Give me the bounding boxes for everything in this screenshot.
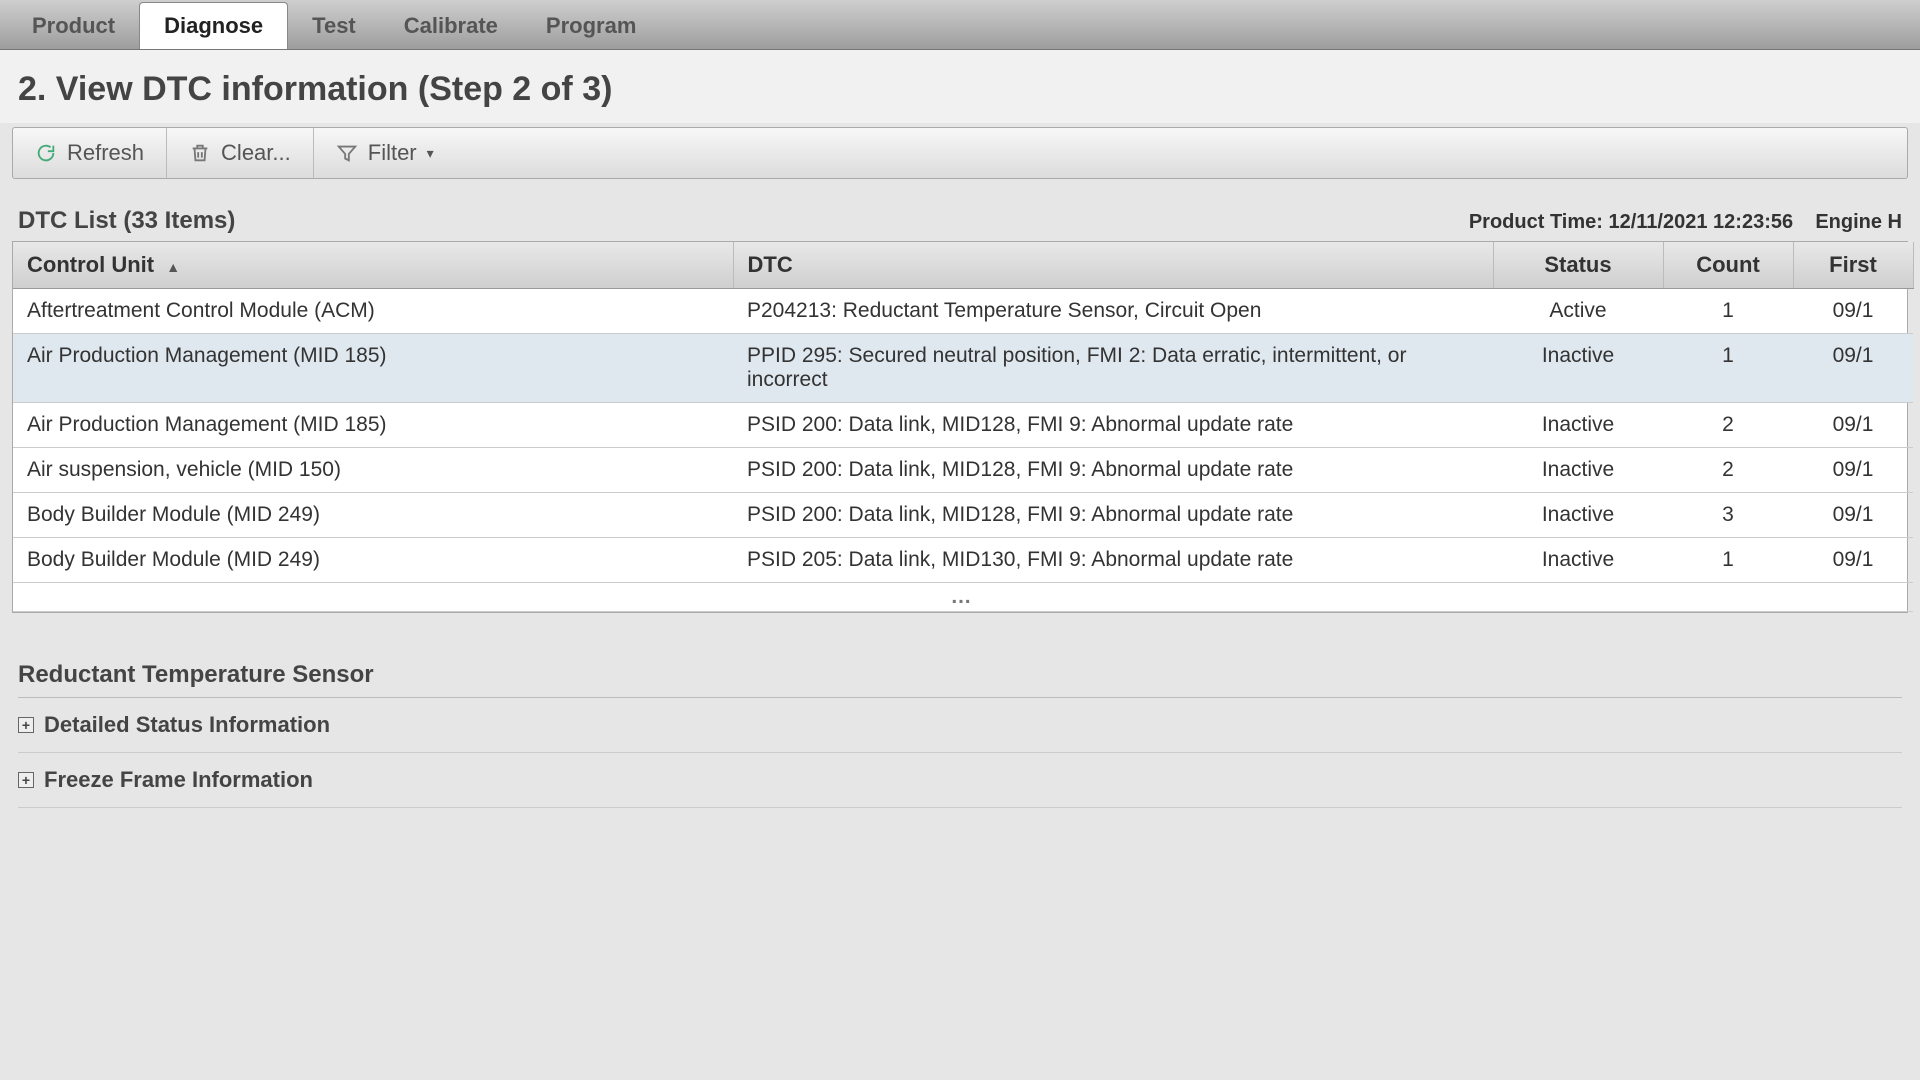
col-control-unit[interactable]: Control Unit ▲ [13, 242, 733, 289]
cell-control-unit: Air Production Management (MID 185) [13, 403, 733, 448]
sort-asc-icon: ▲ [166, 259, 180, 275]
product-time: Product Time: 12/11/2021 12:23:56 Engine… [1469, 211, 1902, 234]
cell-control-unit: Air Production Management (MID 185) [13, 334, 733, 403]
table-row[interactable]: Air suspension, vehicle (MID 150)PSID 20… [13, 448, 1913, 493]
refresh-icon [35, 142, 57, 164]
dtc-table: Control Unit ▲ DTC Status Count First Af… [13, 242, 1914, 612]
page-title: 2. View DTC information (Step 2 of 3) [0, 50, 1920, 123]
cell-control-unit: Body Builder Module (MID 249) [13, 538, 733, 583]
dtc-list-title: DTC List (33 Items) [18, 207, 235, 235]
tab-test[interactable]: Test [288, 3, 380, 49]
list-header: DTC List (33 Items) Product Time: 12/11/… [0, 183, 1920, 241]
cell-dtc: PPID 295: Secured neutral position, FMI … [733, 334, 1493, 403]
cell-status: Inactive [1493, 448, 1663, 493]
product-time-value: 12/11/2021 12:23:56 [1608, 211, 1793, 233]
cell-dtc: PSID 205: Data link, MID130, FMI 9: Abno… [733, 538, 1493, 583]
col-status[interactable]: Status [1493, 242, 1663, 289]
refresh-button[interactable]: Refresh [13, 128, 167, 178]
clear-label: Clear... [221, 140, 291, 166]
detail-title: Reductant Temperature Sensor [18, 653, 1902, 698]
cell-status: Inactive [1493, 538, 1663, 583]
table-row[interactable]: Air Production Management (MID 185)PSID … [13, 403, 1913, 448]
cell-dtc: PSID 200: Data link, MID128, FMI 9: Abno… [733, 403, 1493, 448]
cell-count: 1 [1663, 334, 1793, 403]
cell-status: Inactive [1493, 334, 1663, 403]
app-root: ProductDiagnoseTestCalibrateProgram 2. V… [0, 0, 1920, 1080]
col-dtc[interactable]: DTC [733, 242, 1493, 289]
col-control-unit-label: Control Unit [27, 252, 154, 277]
tab-diagnose[interactable]: Diagnose [139, 2, 288, 49]
chevron-down-icon: ▾ [427, 145, 434, 162]
cell-status: Active [1493, 289, 1663, 334]
cell-count: 2 [1663, 403, 1793, 448]
table-row[interactable]: Body Builder Module (MID 249)PSID 205: D… [13, 538, 1913, 583]
expander-freeze-frame-information[interactable]: + Freeze Frame Information [18, 753, 1902, 808]
main-tabbar: ProductDiagnoseTestCalibrateProgram [0, 0, 1920, 50]
expander-label: Freeze Frame Information [44, 767, 313, 793]
table-row[interactable]: Body Builder Module (MID 249)PSID 200: D… [13, 493, 1913, 538]
cell-first: 09/1 [1793, 493, 1913, 538]
table-row[interactable]: Aftertreatment Control Module (ACM)P2042… [13, 289, 1913, 334]
cell-first: 09/1 [1793, 289, 1913, 334]
more-rows-indicator: … [13, 583, 1913, 612]
filter-label: Filter [368, 140, 417, 166]
toolbar: Refresh Clear... Filter ▾ [12, 127, 1908, 179]
trash-icon [189, 142, 211, 164]
cell-control-unit: Aftertreatment Control Module (ACM) [13, 289, 733, 334]
filter-icon [336, 142, 358, 164]
col-count[interactable]: Count [1663, 242, 1793, 289]
filter-button[interactable]: Filter ▾ [314, 128, 456, 178]
dtc-table-body: Aftertreatment Control Module (ACM)P2042… [13, 289, 1913, 612]
tab-product[interactable]: Product [8, 3, 139, 49]
cell-count: 3 [1663, 493, 1793, 538]
cell-count: 2 [1663, 448, 1793, 493]
cell-dtc: PSID 200: Data link, MID128, FMI 9: Abno… [733, 448, 1493, 493]
table-header-row: Control Unit ▲ DTC Status Count First [13, 242, 1913, 289]
table-row[interactable]: Air Production Management (MID 185)PPID … [13, 334, 1913, 403]
expander-detailed-status-information[interactable]: + Detailed Status Information [18, 698, 1902, 753]
detail-panel: Reductant Temperature Sensor + Detailed S… [18, 653, 1902, 808]
cell-first: 09/1 [1793, 403, 1913, 448]
cell-first: 09/1 [1793, 538, 1913, 583]
cell-first: 09/1 [1793, 334, 1913, 403]
refresh-label: Refresh [67, 140, 144, 166]
cell-status: Inactive [1493, 403, 1663, 448]
dtc-table-wrap: Control Unit ▲ DTC Status Count First Af… [12, 241, 1908, 613]
cell-count: 1 [1663, 289, 1793, 334]
cell-dtc: PSID 200: Data link, MID128, FMI 9: Abno… [733, 493, 1493, 538]
tab-calibrate[interactable]: Calibrate [380, 3, 522, 49]
expander-label: Detailed Status Information [44, 712, 330, 738]
cell-first: 09/1 [1793, 448, 1913, 493]
cell-dtc: P204213: Reductant Temperature Sensor, C… [733, 289, 1493, 334]
col-first[interactable]: First [1793, 242, 1913, 289]
cell-count: 1 [1663, 538, 1793, 583]
product-time-label: Product Time: [1469, 211, 1603, 233]
tab-program[interactable]: Program [522, 3, 660, 49]
cell-control-unit: Air suspension, vehicle (MID 150) [13, 448, 733, 493]
expand-icon: + [18, 772, 34, 788]
clear-button[interactable]: Clear... [167, 128, 314, 178]
engine-label: Engine H [1815, 211, 1902, 233]
cell-control-unit: Body Builder Module (MID 249) [13, 493, 733, 538]
cell-status: Inactive [1493, 493, 1663, 538]
expand-icon: + [18, 717, 34, 733]
